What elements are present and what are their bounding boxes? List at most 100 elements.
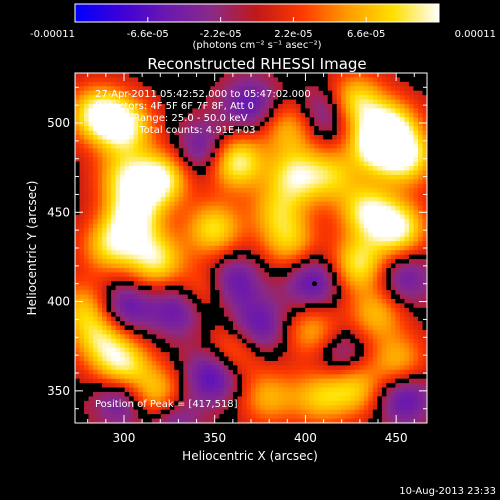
heatmap-cell	[408, 73, 414, 78]
heatmap-cell	[404, 250, 410, 256]
heatmap-cell	[368, 121, 374, 127]
heatmap-cell	[359, 73, 365, 78]
heatmap-cell	[241, 347, 247, 353]
heatmap-cell	[156, 334, 162, 340]
heatmap-cell	[318, 117, 324, 123]
heatmap-cell	[291, 236, 297, 242]
heatmap-cell	[241, 303, 247, 309]
heatmap-cell	[124, 157, 130, 163]
heatmap-cell	[264, 152, 270, 158]
heatmap-cell	[169, 161, 175, 167]
heatmap-cell	[178, 338, 184, 344]
heatmap-cell	[399, 325, 405, 331]
heatmap-cell	[93, 267, 98, 273]
heatmap-cell	[287, 210, 293, 216]
heatmap-cell	[124, 325, 130, 331]
heatmap-cell	[390, 77, 396, 83]
heatmap-cell	[251, 95, 256, 100]
heatmap-cell	[390, 170, 396, 176]
heatmap-cell	[147, 157, 153, 163]
heatmap-cell	[354, 130, 360, 136]
heatmap-cell	[237, 285, 243, 291]
heatmap-cell	[88, 73, 94, 78]
heatmap-cell	[404, 73, 410, 78]
heatmap-cell	[260, 276, 265, 282]
heatmap-cell	[368, 90, 374, 96]
heatmap-cell	[264, 205, 270, 211]
heatmap-cell	[187, 307, 193, 313]
heatmap-cell	[264, 77, 270, 83]
heatmap-cell	[260, 108, 265, 114]
heatmap-cell	[232, 241, 238, 247]
heatmap-cell	[88, 347, 94, 353]
heatmap-cell	[296, 126, 302, 131]
heatmap-cell	[282, 170, 288, 176]
heatmap-cell	[417, 126, 423, 131]
heatmap-cell	[178, 214, 184, 220]
heatmap-cell	[417, 201, 423, 207]
heatmap-cell	[169, 214, 175, 220]
heatmap-cell	[160, 192, 166, 198]
heatmap-cell	[305, 210, 311, 216]
heatmap-cell	[138, 267, 144, 273]
heatmap-cell	[156, 210, 162, 216]
heatmap-cell	[97, 285, 103, 291]
heatmap-cell	[178, 161, 184, 167]
heatmap-cell	[318, 303, 324, 309]
heatmap-cell	[102, 343, 107, 349]
heatmap-cell	[278, 223, 283, 229]
heatmap-cell	[93, 135, 98, 140]
heatmap-cell	[305, 139, 311, 145]
heatmap-cell	[237, 143, 243, 149]
heatmap-cell	[97, 347, 103, 353]
heatmap-cell	[309, 303, 315, 309]
heatmap-cell	[232, 161, 238, 167]
heatmap-cell	[165, 219, 171, 225]
heatmap-cell	[142, 179, 148, 185]
heatmap-cell	[413, 157, 419, 163]
heatmap-cell	[133, 307, 139, 313]
heatmap-cell	[115, 192, 121, 198]
heatmap-cell	[124, 148, 130, 154]
heatmap-cell	[336, 81, 342, 87]
heatmap-cell	[273, 130, 279, 136]
heatmap-cell	[255, 329, 261, 335]
heatmap-cell	[354, 276, 360, 282]
heatmap-cell	[287, 250, 293, 256]
heatmap-cell	[368, 223, 374, 229]
heatmap-cell	[183, 228, 189, 233]
heatmap-cell	[269, 90, 274, 96]
heatmap-cell	[214, 343, 220, 349]
heatmap-cell	[305, 183, 311, 189]
heatmap-cell	[246, 263, 252, 269]
heatmap-cell	[228, 95, 234, 100]
heatmap-cell	[314, 104, 320, 109]
heatmap-cell	[327, 104, 333, 109]
heatmap-cell	[413, 174, 419, 180]
heatmap-cell	[178, 135, 184, 140]
heatmap-cell	[386, 285, 392, 291]
heatmap-cell	[219, 281, 225, 287]
heatmap-cell	[187, 112, 193, 118]
heatmap-cell	[323, 281, 329, 287]
heatmap-cell	[309, 219, 315, 225]
heatmap-cell	[160, 290, 166, 295]
heatmap-cell	[408, 139, 414, 145]
heatmap-cell	[314, 223, 320, 229]
heatmap-cell	[318, 99, 324, 105]
heatmap-cell	[97, 334, 103, 340]
heatmap-cell	[368, 210, 374, 216]
heatmap-cell	[260, 347, 265, 353]
heatmap-cell	[129, 232, 135, 238]
heatmap-cell	[332, 126, 338, 131]
heatmap-cell	[390, 112, 396, 118]
heatmap-cell	[124, 290, 130, 295]
heatmap-cell	[323, 267, 329, 273]
heatmap-cell	[269, 210, 274, 216]
heatmap-cell	[345, 254, 351, 260]
heatmap-cell	[151, 236, 157, 242]
heatmap-cell	[282, 228, 288, 233]
heatmap-cell	[97, 161, 103, 167]
heatmap-cell	[260, 303, 265, 309]
heatmap-cell	[300, 183, 306, 189]
